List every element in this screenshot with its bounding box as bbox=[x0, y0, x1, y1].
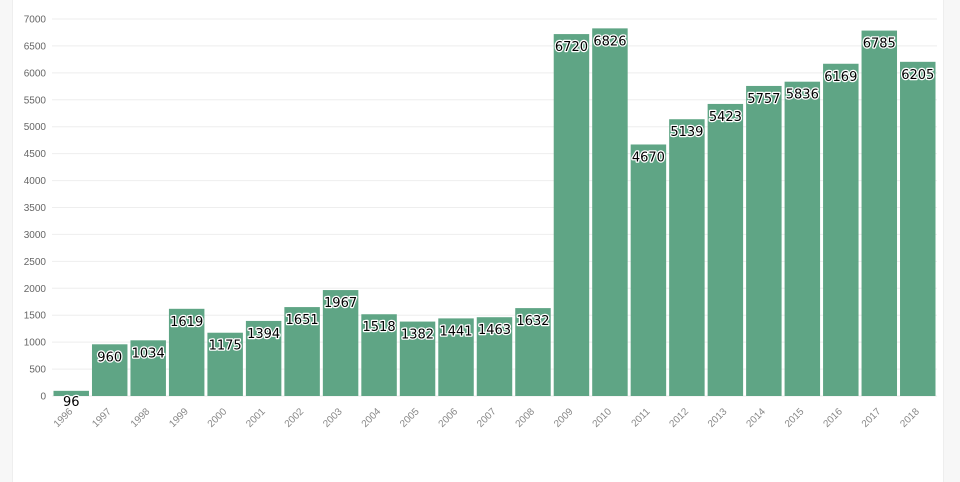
bar-2001[interactable] bbox=[245, 320, 282, 396]
bar-2016[interactable] bbox=[823, 63, 859, 397]
data-label-2012: 5139 bbox=[670, 125, 703, 140]
bar-1999[interactable] bbox=[168, 308, 205, 396]
bar-2011[interactable] bbox=[630, 144, 667, 396]
x-tick-label: 2014 bbox=[744, 406, 768, 430]
y-tick-label: 6500 bbox=[24, 41, 47, 52]
bar-1997[interactable] bbox=[91, 344, 128, 396]
x-tick-label: 2004 bbox=[360, 406, 384, 430]
data-labels: 96 960 1034 1619 1175 1394 1651 1967 1518 1382 144… bbox=[62, 33, 936, 411]
y-tick-label: 4500 bbox=[24, 149, 47, 160]
x-tick-label: 2009 bbox=[552, 406, 576, 430]
data-label-2002: 1651 bbox=[286, 313, 319, 328]
x-tick-label: 2016 bbox=[821, 406, 845, 430]
bar-1996[interactable] bbox=[53, 390, 89, 396]
bar-2006[interactable] bbox=[438, 318, 474, 396]
data-label-2007: 1463 bbox=[478, 323, 511, 338]
x-tick-label: 2010 bbox=[591, 406, 615, 430]
x-tick-label: 2001 bbox=[244, 406, 268, 430]
bar-2008[interactable] bbox=[515, 308, 551, 396]
x-tick-label: 2015 bbox=[783, 406, 807, 430]
y-tick-label: 2500 bbox=[24, 257, 47, 268]
bar-2009[interactable] bbox=[553, 34, 590, 396]
y-tick-label: 2000 bbox=[24, 284, 47, 295]
data-label-2011: 4670 bbox=[632, 150, 665, 165]
y-tick-label: 3000 bbox=[24, 230, 47, 241]
x-tick-label: 2002 bbox=[283, 406, 307, 430]
data-label-2016: 6169 bbox=[824, 70, 857, 85]
x-tick-label: 2012 bbox=[668, 406, 692, 430]
x-tick-label: 2000 bbox=[206, 406, 230, 430]
data-label-2013: 5423 bbox=[709, 110, 742, 125]
bar-1998[interactable] bbox=[130, 340, 166, 396]
x-axis-ticks: 1996 1997 1998 1999 2000 2001 2002 2003 2004 2005… bbox=[52, 406, 922, 430]
y-tick-label: 0 bbox=[40, 392, 46, 403]
x-tick-label: 2013 bbox=[706, 406, 730, 430]
y-tick-label: 3500 bbox=[24, 203, 47, 214]
data-label-2017: 6785 bbox=[863, 37, 896, 52]
x-tick-label: 2003 bbox=[321, 406, 345, 430]
data-label-2015: 5836 bbox=[786, 88, 819, 103]
x-tick-label: 2011 bbox=[630, 406, 653, 429]
data-label-2004: 1518 bbox=[363, 320, 396, 335]
bar-2007[interactable] bbox=[476, 317, 513, 396]
y-tick-label: 7000 bbox=[24, 15, 47, 26]
x-tick-label: 1998 bbox=[129, 406, 153, 430]
x-tick-label: 1997 bbox=[90, 406, 114, 430]
y-tick-label: 5500 bbox=[24, 95, 47, 106]
bar-2004[interactable] bbox=[361, 314, 397, 396]
x-tick-label: 2018 bbox=[898, 406, 922, 430]
data-label-1996: 96 bbox=[63, 395, 80, 410]
bar-2014[interactable] bbox=[746, 85, 782, 396]
y-tick-label: 4000 bbox=[24, 176, 47, 187]
y-axis-ticks: 0 500 1000 1500 2000 2500 3000 3500 4000 4500 5000… bbox=[24, 15, 47, 403]
data-label-2008: 1632 bbox=[516, 314, 549, 329]
data-label-2018: 6205 bbox=[901, 68, 934, 83]
bar-2000[interactable] bbox=[207, 332, 243, 396]
y-tick-label: 5000 bbox=[24, 122, 47, 133]
data-label-2006: 1441 bbox=[439, 324, 472, 339]
x-tick-label: 2017 bbox=[860, 406, 884, 430]
data-label-2001: 1394 bbox=[247, 327, 280, 342]
data-label-1998: 1034 bbox=[132, 346, 165, 361]
data-label-1997: 960 bbox=[97, 350, 122, 365]
y-tick-label: 1500 bbox=[24, 311, 47, 322]
bar-2003[interactable] bbox=[322, 290, 359, 396]
bar-2005[interactable] bbox=[399, 321, 436, 396]
bar-2018[interactable] bbox=[900, 61, 936, 396]
data-label-1999: 1619 bbox=[170, 315, 203, 330]
data-label-2003: 1967 bbox=[324, 296, 357, 311]
x-tick-label: 2005 bbox=[398, 406, 422, 430]
bar-2015[interactable] bbox=[784, 81, 821, 397]
bar-2017[interactable] bbox=[861, 30, 898, 397]
bar-2013[interactable] bbox=[707, 103, 744, 397]
data-label-2014: 5757 bbox=[747, 92, 780, 107]
y-tick-label: 1000 bbox=[24, 338, 47, 349]
bar-2002[interactable] bbox=[284, 307, 320, 396]
data-label-2000: 1175 bbox=[209, 339, 242, 354]
x-tick-label: 2008 bbox=[514, 406, 538, 430]
x-tick-label: 2006 bbox=[437, 406, 461, 430]
x-tick-label: 1999 bbox=[167, 406, 191, 430]
data-label-2005: 1382 bbox=[401, 328, 434, 343]
x-tick-label: 2007 bbox=[475, 406, 499, 430]
y-tick-label: 6000 bbox=[24, 68, 47, 79]
bars bbox=[53, 28, 936, 397]
bar-2012[interactable] bbox=[669, 119, 705, 396]
data-label-2009: 6720 bbox=[555, 40, 588, 55]
bar-2010[interactable] bbox=[592, 28, 628, 396]
y-tick-label: 500 bbox=[29, 365, 46, 376]
data-label-2010: 6826 bbox=[593, 34, 626, 49]
